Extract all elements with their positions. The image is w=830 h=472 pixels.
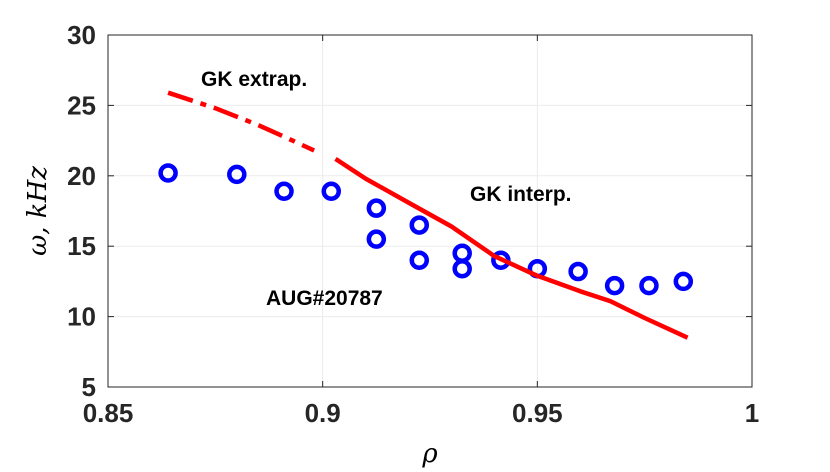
data-point bbox=[321, 181, 342, 202]
y-tick-label: 30 bbox=[67, 20, 96, 50]
y-tick-label: 15 bbox=[67, 231, 96, 261]
data-point bbox=[227, 164, 247, 185]
data-point bbox=[639, 275, 659, 296]
x-tick-label: 1 bbox=[745, 398, 759, 428]
x-tick-label: 0.9 bbox=[305, 398, 341, 428]
data-point bbox=[409, 215, 430, 235]
annotation-gk-interp: GK interp. bbox=[470, 183, 572, 206]
data-point bbox=[452, 243, 472, 263]
grid bbox=[108, 35, 752, 387]
y-tick-label: 5 bbox=[82, 372, 96, 402]
gk-interp-line bbox=[334, 157, 689, 340]
y-tick-label: 20 bbox=[67, 161, 96, 191]
data-point bbox=[274, 181, 294, 202]
gk-extrap-line bbox=[167, 90, 316, 153]
annotation-gk-extrap: GK extrap. bbox=[201, 68, 307, 91]
data-point bbox=[452, 258, 472, 279]
series-layer bbox=[158, 90, 694, 340]
x-axis-label: ρ bbox=[421, 439, 438, 469]
data-point bbox=[409, 250, 430, 271]
annotation-aug: AUG#20787 bbox=[266, 287, 383, 310]
data-point bbox=[673, 271, 694, 292]
data-point bbox=[366, 198, 387, 218]
ticks bbox=[107, 34, 753, 388]
x-tick-label: 0.95 bbox=[512, 398, 563, 428]
x-tick-label: 0.85 bbox=[83, 398, 134, 428]
data-point bbox=[366, 229, 387, 249]
y-axis-label: ω, kHz bbox=[23, 166, 53, 256]
data-point bbox=[568, 261, 588, 282]
y-tick-label: 10 bbox=[67, 302, 96, 332]
y-tick-label: 25 bbox=[67, 90, 96, 120]
data-point bbox=[604, 275, 625, 296]
data-point bbox=[158, 163, 178, 183]
plot-frame bbox=[107, 34, 753, 388]
